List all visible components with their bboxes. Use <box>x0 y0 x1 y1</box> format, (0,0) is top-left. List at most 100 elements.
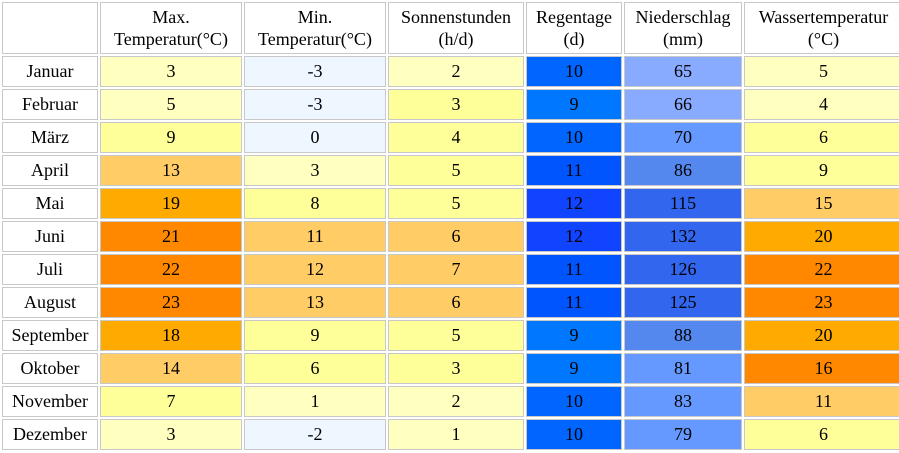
water-temperature-cell: 20 <box>744 320 899 351</box>
month-label: Oktober <box>2 353 98 384</box>
max-temperature-cell: 23 <box>100 287 242 318</box>
header-max-temperature: Max. Temperatur(°C) <box>100 2 242 54</box>
table-row: Juni 21 11 6 12 132 20 <box>2 221 899 252</box>
rain-days-cell: 9 <box>526 320 622 351</box>
water-temperature-cell: 4 <box>744 89 899 120</box>
rain-days-cell: 10 <box>526 419 622 450</box>
rain-days-cell: 10 <box>526 386 622 417</box>
month-label: Mai <box>2 188 98 219</box>
rain-days-cell: 11 <box>526 287 622 318</box>
month-label: September <box>2 320 98 351</box>
water-temperature-cell: 16 <box>744 353 899 384</box>
header-min-temperature: Min. Temperatur(°C) <box>244 2 386 54</box>
precipitation-cell: 86 <box>624 155 742 186</box>
table-row: März 9 0 4 10 70 6 <box>2 122 899 153</box>
sunshine-hours-cell: 3 <box>388 353 524 384</box>
water-temperature-cell: 6 <box>744 122 899 153</box>
water-temperature-cell: 15 <box>744 188 899 219</box>
water-temperature-cell: 20 <box>744 221 899 252</box>
month-label: Januar <box>2 56 98 87</box>
max-temperature-cell: 5 <box>100 89 242 120</box>
min-temperature-cell: -3 <box>244 56 386 87</box>
rain-days-cell: 9 <box>526 353 622 384</box>
header-rain-days: Regentage (d) <box>526 2 622 54</box>
min-temperature-cell: 13 <box>244 287 386 318</box>
sunshine-hours-cell: 4 <box>388 122 524 153</box>
header-line: Regentage <box>536 7 612 27</box>
month-label: Februar <box>2 89 98 120</box>
max-temperature-cell: 9 <box>100 122 242 153</box>
table-row: November 7 1 2 10 83 11 <box>2 386 899 417</box>
header-line: Max. <box>152 7 190 27</box>
rain-days-cell: 10 <box>526 56 622 87</box>
month-label: August <box>2 287 98 318</box>
month-label: April <box>2 155 98 186</box>
table-row: August 23 13 6 11 125 23 <box>2 287 899 318</box>
sunshine-hours-cell: 5 <box>388 155 524 186</box>
min-temperature-cell: 0 <box>244 122 386 153</box>
month-label: März <box>2 122 98 153</box>
header-line: Temperatur(°C) <box>114 29 228 49</box>
precipitation-cell: 132 <box>624 221 742 252</box>
sunshine-hours-cell: 5 <box>388 320 524 351</box>
precipitation-cell: 115 <box>624 188 742 219</box>
precipitation-cell: 83 <box>624 386 742 417</box>
max-temperature-cell: 18 <box>100 320 242 351</box>
sunshine-hours-cell: 2 <box>388 386 524 417</box>
header-line: (h/d) <box>438 29 474 49</box>
precipitation-cell: 125 <box>624 287 742 318</box>
table-row: Juli 22 12 7 11 126 22 <box>2 254 899 285</box>
month-label: Juli <box>2 254 98 285</box>
header-line: Sonnenstunden <box>401 7 511 27</box>
precipitation-cell: 79 <box>624 419 742 450</box>
min-temperature-cell: 12 <box>244 254 386 285</box>
water-temperature-cell: 22 <box>744 254 899 285</box>
header-line: Niederschlag <box>635 7 731 27</box>
sunshine-hours-cell: 6 <box>388 287 524 318</box>
rain-days-cell: 10 <box>526 122 622 153</box>
max-temperature-cell: 22 <box>100 254 242 285</box>
rain-days-cell: 9 <box>526 89 622 120</box>
table-row: Oktober 14 6 3 9 81 16 <box>2 353 899 384</box>
header-precipitation: Niederschlag (mm) <box>624 2 742 54</box>
header-corner-cell <box>2 2 98 54</box>
header-sunshine-hours: Sonnenstunden (h/d) <box>388 2 524 54</box>
sunshine-hours-cell: 6 <box>388 221 524 252</box>
max-temperature-cell: 13 <box>100 155 242 186</box>
water-temperature-cell: 9 <box>744 155 899 186</box>
precipitation-cell: 81 <box>624 353 742 384</box>
table-row: April 13 3 5 11 86 9 <box>2 155 899 186</box>
header-line: Min. <box>297 7 333 27</box>
precipitation-cell: 70 <box>624 122 742 153</box>
month-label: November <box>2 386 98 417</box>
precipitation-cell: 66 <box>624 89 742 120</box>
min-temperature-cell: 1 <box>244 386 386 417</box>
table-header: Max. Temperatur(°C) Min. Temperatur(°C) … <box>2 2 899 54</box>
rain-days-cell: 12 <box>526 188 622 219</box>
header-line: Temperatur(°C) <box>258 29 372 49</box>
water-temperature-cell: 5 <box>744 56 899 87</box>
water-temperature-cell: 11 <box>744 386 899 417</box>
min-temperature-cell: 11 <box>244 221 386 252</box>
min-temperature-cell: 9 <box>244 320 386 351</box>
month-label: Juni <box>2 221 98 252</box>
table-row: Dezember 3 -2 1 10 79 6 <box>2 419 899 450</box>
sunshine-hours-cell: 3 <box>388 89 524 120</box>
sunshine-hours-cell: 7 <box>388 254 524 285</box>
sunshine-hours-cell: 2 <box>388 56 524 87</box>
table-row: September 18 9 5 9 88 20 <box>2 320 899 351</box>
header-line: (d) <box>563 29 585 49</box>
min-temperature-cell: 6 <box>244 353 386 384</box>
month-label: Dezember <box>2 419 98 450</box>
table-row: Februar 5 -3 3 9 66 4 <box>2 89 899 120</box>
table-row: Mai 19 8 5 12 115 15 <box>2 188 899 219</box>
rain-days-cell: 11 <box>526 254 622 285</box>
min-temperature-cell: 3 <box>244 155 386 186</box>
precipitation-cell: 126 <box>624 254 742 285</box>
max-temperature-cell: 3 <box>100 56 242 87</box>
min-temperature-cell: 8 <box>244 188 386 219</box>
table-row: Januar 3 -3 2 10 65 5 <box>2 56 899 87</box>
header-water-temperature: Wassertemperatur (°C) <box>744 2 899 54</box>
max-temperature-cell: 7 <box>100 386 242 417</box>
